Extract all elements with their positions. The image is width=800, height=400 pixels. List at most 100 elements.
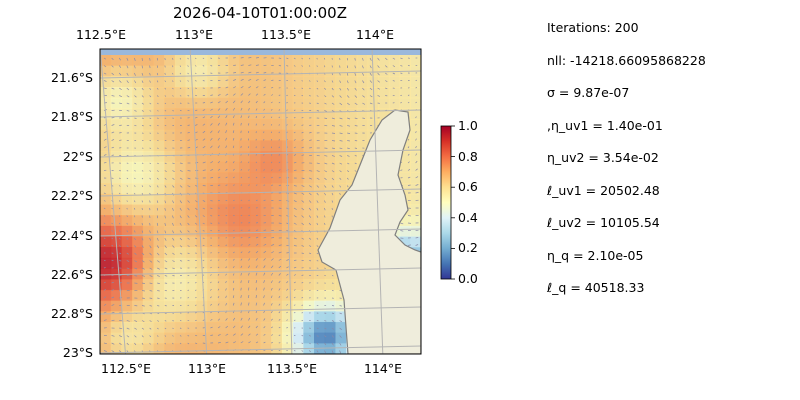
heatmap-cell (228, 97, 240, 109)
velocity-arrow (225, 303, 228, 306)
velocity-arrow (240, 107, 243, 111)
velocity-arrow (362, 87, 365, 91)
heatmap-cell (228, 343, 240, 354)
velocity-arrow (369, 80, 373, 83)
velocity-arrow (316, 327, 319, 330)
velocity-arrow (126, 260, 130, 262)
heatmap-cell (153, 129, 165, 142)
heatmap-cell (314, 204, 326, 216)
velocity-arrow (309, 252, 312, 255)
heatmap-cell (271, 97, 283, 109)
heatmap-cell (228, 87, 240, 99)
velocity-arrow (232, 168, 235, 171)
velocity-arrow (149, 185, 151, 188)
heatmap-cell (142, 215, 155, 227)
heatmap-cell (132, 65, 144, 77)
heatmap-cell (164, 247, 176, 259)
velocity-arrow (293, 57, 296, 60)
heatmap-cell (185, 247, 197, 259)
heatmap-cell (132, 119, 144, 131)
velocity-arrow (248, 258, 251, 261)
heatmap-cell (260, 108, 272, 120)
velocity-arrow (149, 72, 151, 76)
velocity-arrow (210, 161, 213, 164)
velocity-arrow (210, 57, 213, 59)
heatmap-cell (174, 87, 187, 99)
velocity-arrow (134, 342, 137, 346)
velocity-arrow (217, 259, 220, 261)
heatmap-cell (281, 151, 294, 163)
velocity-arrow (111, 230, 113, 232)
velocity-arrow (339, 95, 342, 98)
velocity-arrow (400, 65, 403, 67)
velocity-arrow (141, 237, 144, 241)
heatmap-cell (292, 279, 304, 291)
velocity-arrow (149, 230, 151, 234)
velocity-arrow (232, 100, 236, 104)
velocity-arrow (415, 116, 417, 119)
velocity-arrow (415, 123, 417, 126)
velocity-arrow (141, 230, 144, 233)
velocity-arrow (301, 146, 304, 149)
velocity-arrow (286, 252, 290, 254)
heatmap-cell (207, 193, 219, 206)
velocity-arrow (255, 123, 257, 126)
heatmap-cell (324, 65, 336, 77)
velocity-arrow (407, 176, 411, 179)
velocity-arrow (263, 123, 265, 126)
heatmap-cell (292, 236, 304, 248)
velocity-arrow (164, 207, 166, 211)
velocity-arrow (316, 57, 318, 60)
heatmap-cell (249, 183, 262, 195)
heatmap-cell (249, 87, 262, 99)
heatmap-cell (324, 193, 336, 206)
heatmap-cell (153, 119, 165, 131)
velocity-arrow (377, 87, 380, 90)
velocity-arrow (316, 102, 319, 105)
velocity-arrow (134, 245, 137, 248)
velocity-arrow (187, 335, 190, 337)
velocity-arrow (164, 162, 167, 165)
velocity-arrow (141, 162, 144, 164)
velocity-arrow (172, 230, 175, 234)
velocity-arrow (156, 102, 159, 105)
velocity-arrow (225, 184, 228, 186)
velocity-arrow (126, 335, 130, 338)
velocity-arrow (392, 72, 396, 75)
velocity-arrow (141, 275, 146, 277)
velocity-arrow (172, 237, 175, 241)
velocity-arrow (354, 117, 358, 120)
heatmap-cell (217, 151, 229, 163)
velocity-arrow (324, 117, 328, 119)
velocity-arrow (172, 177, 175, 180)
heatmap-cell (271, 172, 283, 184)
velocity-arrow (362, 80, 365, 84)
velocity-arrow (141, 327, 145, 330)
velocity-arrow (210, 334, 213, 336)
heatmap-cell (314, 119, 326, 131)
velocity-arrow (339, 125, 343, 127)
velocity-arrow (187, 222, 190, 226)
heatmap-cell (207, 332, 219, 344)
velocity-arrow (407, 101, 410, 104)
heatmap-cell (110, 161, 122, 174)
heatmap-cell (153, 87, 165, 99)
heatmap-cell (217, 225, 229, 238)
heatmap-cell (239, 268, 251, 280)
velocity-arrow (278, 207, 282, 209)
velocity-arrow (126, 327, 130, 330)
velocity-arrow (324, 162, 328, 165)
velocity-arrow (103, 230, 106, 232)
velocity-arrow (118, 72, 122, 76)
velocity-arrow (210, 296, 212, 299)
velocity-arrow (240, 57, 244, 59)
velocity-arrow (179, 177, 183, 180)
velocity-arrow (270, 258, 274, 261)
heatmap-cell (142, 87, 155, 99)
velocity-arrow (217, 273, 220, 276)
velocity-arrow (309, 342, 311, 345)
velocity-arrow (118, 185, 121, 187)
heatmap-cell (110, 300, 122, 312)
velocity-arrow (179, 57, 182, 60)
velocity-arrow (316, 110, 320, 112)
